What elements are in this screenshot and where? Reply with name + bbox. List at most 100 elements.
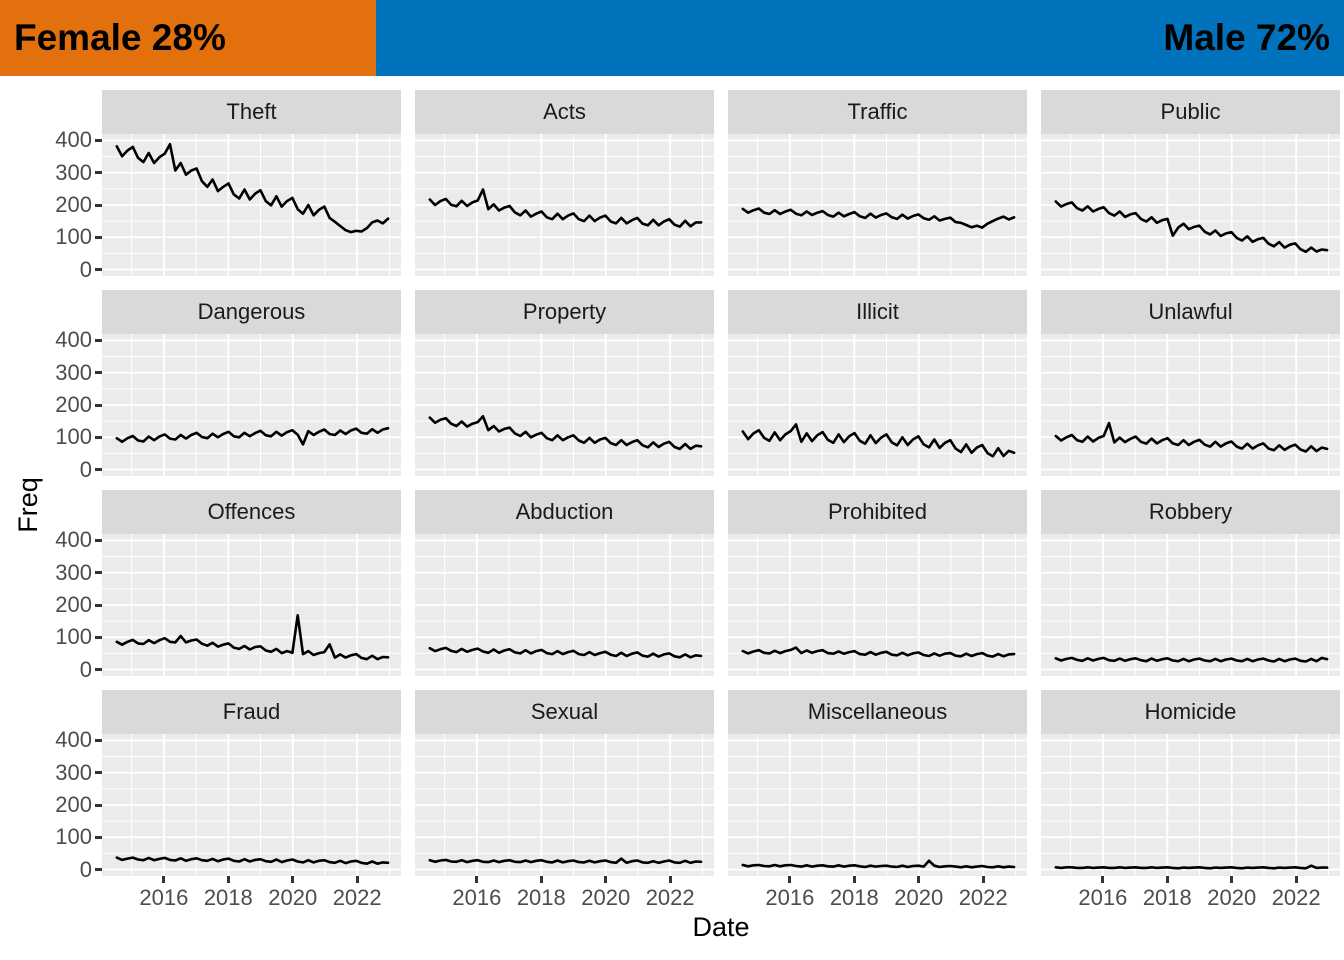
- facet-sexual: Sexual: [415, 690, 714, 876]
- facet-property: Property: [415, 290, 714, 476]
- facet-strip: Public: [1041, 90, 1340, 134]
- facet-strip: Abduction: [415, 490, 714, 534]
- x-tick-label: 2022: [645, 885, 695, 910]
- x-tick-label: 2020: [268, 885, 318, 910]
- facet-strip: Theft: [102, 90, 401, 134]
- facet-title: Property: [522, 299, 607, 324]
- facet-strip: Illicit: [728, 290, 1027, 334]
- x-tick-label: 2020: [581, 885, 631, 910]
- data-line: [428, 857, 703, 865]
- y-tick-mark: [95, 403, 102, 407]
- data-line: [1054, 421, 1329, 453]
- facet-title: Unlawful: [1148, 299, 1233, 324]
- x-tick-mark: [788, 876, 792, 883]
- x-tick-label: 2016: [452, 885, 502, 910]
- facet-offences: Offences: [102, 490, 401, 676]
- facet-abduction: Abduction: [415, 490, 714, 676]
- y-tick-label: 0: [79, 456, 92, 482]
- x-tick-label: 2018: [1142, 885, 1192, 910]
- facet-panel: [728, 534, 1027, 676]
- x-tick-mark: [539, 876, 543, 883]
- facet-strip: Traffic: [728, 90, 1027, 134]
- facet-miscellaneous: Miscellaneous: [728, 690, 1027, 876]
- facet-title: Miscellaneous: [807, 699, 948, 724]
- facet-panel: [102, 534, 401, 676]
- facet-title: Traffic: [847, 99, 908, 124]
- x-tick-mark: [852, 876, 856, 883]
- facet-title: Homicide: [1144, 699, 1237, 724]
- facet-strip: Acts: [415, 90, 714, 134]
- gender-share-banner: Female 28% Male 72%: [0, 0, 1344, 76]
- gridlines: [415, 334, 714, 476]
- gridlines: [728, 134, 1027, 276]
- facet-strip: Homicide: [1041, 690, 1340, 734]
- facet-panel: [1041, 334, 1340, 476]
- y-tick-mark: [95, 868, 102, 872]
- y-tick-mark: [95, 468, 102, 472]
- x-tick-mark: [162, 876, 166, 883]
- y-tick-label: 0: [79, 256, 92, 282]
- gridlines: [102, 134, 401, 276]
- facet-panel: [102, 134, 401, 276]
- x-tick-mark: [1101, 876, 1105, 883]
- x-tick-label: 2018: [516, 885, 566, 910]
- x-tick-mark: [355, 876, 359, 883]
- facet-panel: [728, 734, 1027, 876]
- y-tick-mark: [95, 338, 102, 342]
- x-tick-mark: [668, 876, 672, 883]
- y-tick-label: 200: [55, 792, 92, 817]
- male-share-bar: Male 72%: [376, 0, 1344, 76]
- facet-panel: [102, 734, 401, 876]
- facet-public: Public: [1041, 90, 1340, 276]
- facet-panel: [728, 134, 1027, 276]
- y-tick-label: 100: [55, 224, 92, 250]
- y-tick-label: 400: [55, 327, 92, 353]
- facet-strip: Dangerous: [102, 290, 401, 334]
- facet-strip: Miscellaneous: [728, 690, 1027, 734]
- facet-title: Fraud: [222, 699, 281, 724]
- facet-title: Abduction: [515, 499, 614, 524]
- y-tick-mark: [95, 803, 102, 807]
- y-tick-label: 100: [55, 424, 92, 450]
- data-line: [741, 423, 1016, 458]
- data-line: [1054, 656, 1329, 663]
- y-tick-mark: [95, 635, 102, 639]
- x-tick-mark: [604, 876, 608, 883]
- gridlines: [728, 534, 1027, 676]
- facet-fraud: Fraud: [102, 690, 401, 876]
- y-tick-mark: [95, 235, 102, 239]
- y-tick-label: 300: [55, 159, 92, 185]
- y-tick-label: 200: [55, 592, 92, 617]
- data-line: [741, 859, 1016, 869]
- male-share-label: Male 72%: [1163, 17, 1330, 58]
- y-tick-mark: [95, 538, 102, 542]
- facet-panel: [415, 534, 714, 676]
- x-tick-label: 2016: [765, 885, 815, 910]
- x-tick-label: 2016: [139, 885, 189, 910]
- facet-panel: [1041, 534, 1340, 676]
- data-line: [115, 856, 390, 865]
- x-tick-label: 2020: [1207, 885, 1257, 910]
- facet-title: Dangerous: [197, 299, 306, 324]
- facet-strip: Property: [415, 290, 714, 334]
- facet-title: Prohibited: [827, 499, 928, 524]
- gridlines: [415, 734, 714, 876]
- y-tick-label: 200: [55, 392, 92, 417]
- y-tick-mark: [95, 668, 102, 672]
- y-tick-mark: [95, 371, 102, 375]
- x-tick-mark: [226, 876, 230, 883]
- gridlines: [1041, 534, 1340, 676]
- data-line: [115, 426, 390, 446]
- x-tick-label: 2018: [829, 885, 879, 910]
- facet-title: Theft: [226, 99, 277, 124]
- y-tick-label: 300: [55, 359, 92, 385]
- facet-title: Public: [1160, 99, 1221, 124]
- data-line: [115, 614, 390, 661]
- x-tick-mark: [1165, 876, 1169, 883]
- gridlines: [102, 534, 401, 676]
- facet-strip: Robbery: [1041, 490, 1340, 534]
- y-tick-label: 100: [55, 824, 92, 850]
- facet-strip: Sexual: [415, 690, 714, 734]
- y-tick-label: 400: [55, 527, 92, 553]
- x-tick-mark: [1230, 876, 1234, 883]
